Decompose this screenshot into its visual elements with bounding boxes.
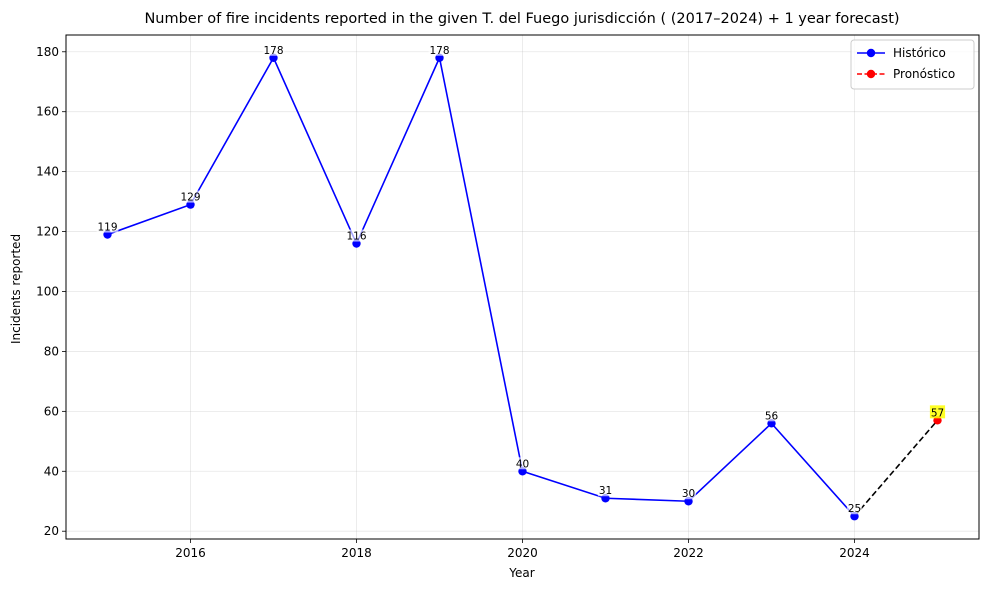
y-tick-label: 180 xyxy=(36,45,59,59)
chart-title: Number of fire incidents reported in the… xyxy=(144,11,899,27)
data-label: 119 xyxy=(97,222,117,234)
legend-label: Pronóstico xyxy=(893,67,955,81)
x-tick-label: 2016 xyxy=(175,546,206,560)
forecast-connector-line xyxy=(853,419,939,517)
data-label-background xyxy=(846,502,863,515)
x-tick-label: 2018 xyxy=(341,546,372,560)
y-tick-label: 60 xyxy=(44,404,59,418)
data-label-background xyxy=(96,220,119,233)
legend-marker xyxy=(866,69,876,79)
data-label-background xyxy=(262,43,285,56)
x-tick-label: 2022 xyxy=(673,546,704,560)
data-label: 116 xyxy=(346,231,366,243)
data-label-background xyxy=(680,487,697,500)
data-label: 57 xyxy=(931,407,944,419)
legend: Histórico Pronóstico xyxy=(850,39,975,90)
legend-marker xyxy=(866,48,876,58)
data-label-background xyxy=(179,190,202,203)
grid-lines xyxy=(66,35,979,539)
y-axis-ticks: 20 40 60 80 100 120 140 160 180 xyxy=(36,45,66,538)
data-label: 178 xyxy=(429,45,449,57)
data-label-background xyxy=(597,484,614,497)
y-tick-label: 120 xyxy=(36,225,59,239)
forecast-label-highlight xyxy=(929,405,946,419)
x-axis-title: Year xyxy=(508,566,534,580)
data-label: 40 xyxy=(516,458,529,470)
y-tick-label: 40 xyxy=(44,464,59,478)
x-axis-ticks: 2016 2018 2020 2022 2024 xyxy=(175,539,870,560)
data-label-background xyxy=(345,229,368,242)
data-label: 56 xyxy=(765,410,779,422)
y-tick-label: 160 xyxy=(36,105,59,119)
data-label-background xyxy=(763,409,780,422)
data-label-background xyxy=(428,43,451,56)
y-axis-title: Incidents reported xyxy=(9,234,23,344)
series-line xyxy=(107,55,856,517)
y-tick-label: 100 xyxy=(36,284,59,298)
data-label: 25 xyxy=(848,503,861,515)
data-label: 178 xyxy=(263,45,283,57)
x-tick-label: 2020 xyxy=(507,546,538,560)
legend-label: Histórico xyxy=(893,46,946,60)
data-label: 31 xyxy=(599,485,612,497)
y-tick-label: 140 xyxy=(36,165,59,179)
data-label: 129 xyxy=(180,192,200,204)
data-labels: 119 129 178 116 178 40 31 30 56 25 57 xyxy=(96,43,946,515)
y-tick-label: 80 xyxy=(44,344,59,358)
data-label: 30 xyxy=(682,488,695,500)
x-tick-label: 2024 xyxy=(839,546,870,560)
data-label-background xyxy=(514,457,531,470)
y-tick-label: 20 xyxy=(44,524,59,538)
